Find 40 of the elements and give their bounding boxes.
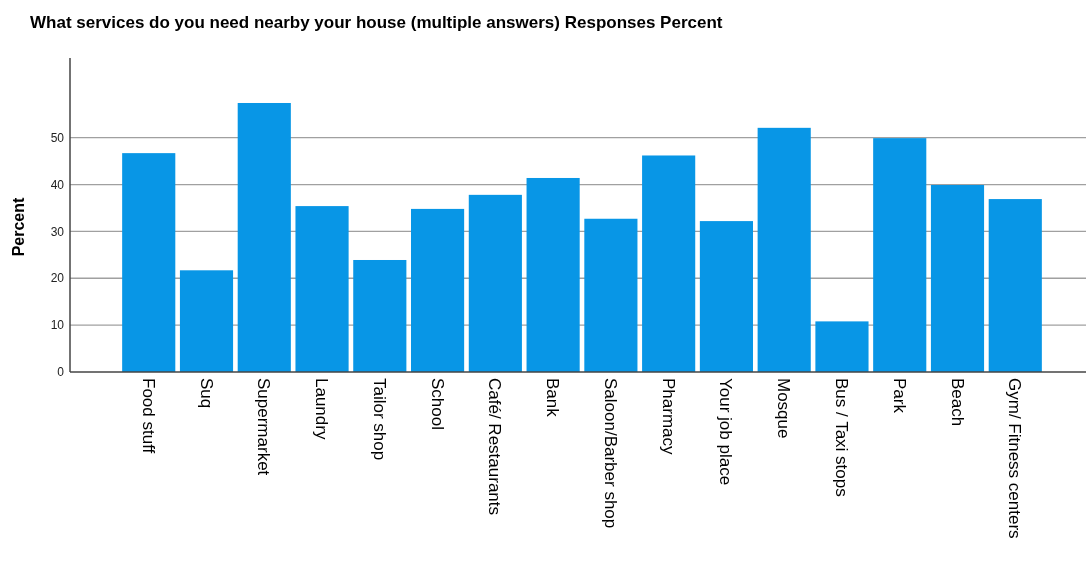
- bar: [353, 259, 407, 372]
- x-tick-label: Tailor shop: [369, 378, 389, 461]
- x-tick-label: Café/ Restaurants: [485, 378, 505, 516]
- bar: [873, 138, 927, 372]
- x-tick-label: Bank: [543, 378, 563, 418]
- x-tick-label: Beach: [947, 378, 967, 427]
- bar: [642, 155, 696, 372]
- x-tick-label: Saloon/Barber shop: [600, 378, 620, 529]
- x-tick-label: Suq: [196, 378, 216, 409]
- x-tick-label: Pharmacy: [658, 378, 678, 456]
- y-axis-title: Percent: [10, 196, 27, 257]
- x-tick-label: Bus / Taxi stops: [832, 378, 852, 497]
- x-tick-label: Park: [889, 378, 909, 414]
- bar: [122, 153, 176, 372]
- y-tick-label: 20: [50, 271, 65, 286]
- x-tick-label: School: [427, 378, 447, 430]
- x-tick-label: Supermarket: [254, 378, 274, 476]
- y-tick-label: 30: [50, 224, 65, 239]
- bar: [526, 177, 580, 372]
- bar: [815, 321, 869, 372]
- bar: [584, 218, 638, 372]
- y-tick-label: 50: [50, 130, 65, 145]
- y-tick-label: 0: [57, 365, 65, 380]
- bar: [930, 185, 985, 372]
- x-tick-label: Food stuff: [138, 378, 158, 454]
- bar: [468, 194, 522, 372]
- bar: [179, 270, 234, 372]
- x-tick-label: Gym/ Fitness centers: [1005, 378, 1025, 539]
- x-tick-label: Laundry: [312, 378, 332, 440]
- x-tick-label: Your job place: [716, 378, 736, 486]
- bar: [699, 221, 753, 372]
- y-tick-label: 40: [50, 177, 65, 192]
- bar: [411, 208, 465, 372]
- x-tick-label: Mosque: [774, 378, 794, 439]
- bar: [988, 199, 1042, 372]
- y-tick-label: 10: [50, 318, 65, 333]
- chart-title: What services do you need nearby your house (multiple answers) Responses Percent: [30, 13, 723, 32]
- bar: [237, 102, 291, 372]
- bar: [757, 127, 811, 372]
- bar: [295, 206, 349, 372]
